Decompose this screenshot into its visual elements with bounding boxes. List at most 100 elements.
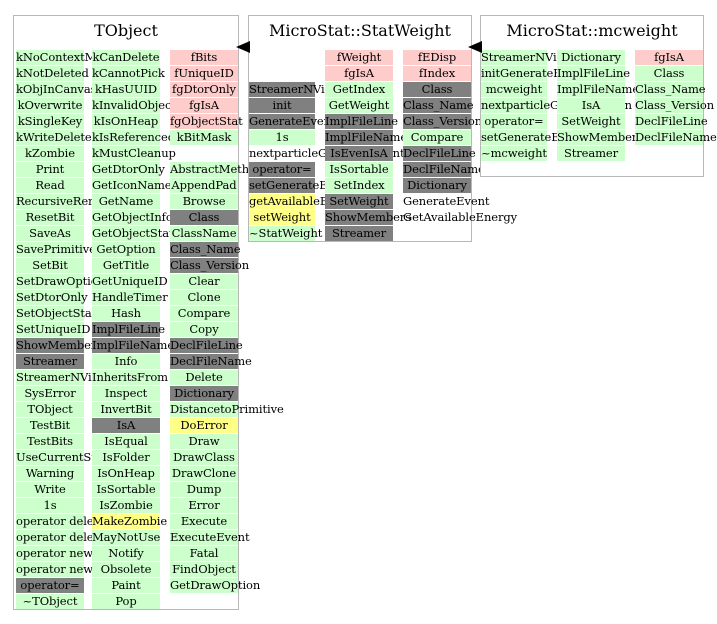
member-item: FindObject [170, 562, 238, 577]
member-item: GetIndex [325, 82, 393, 97]
member-item: Browse [170, 194, 238, 209]
member-item: kMustCleanup [92, 146, 176, 161]
member-item: Notify [92, 546, 160, 561]
member-item: operator delete[] [16, 530, 114, 545]
member-item: operator new [16, 546, 93, 561]
member-item: ImplFileName [92, 338, 175, 353]
member-item: fEDisp [403, 50, 471, 65]
inheritance-arrow-icon [468, 41, 482, 53]
member-item: fBits [170, 50, 238, 65]
member-item: GetDtorOnly [92, 162, 165, 177]
member-item: Class [170, 210, 238, 225]
member-item: Compare [170, 306, 238, 321]
member-item: fgObjectStat [170, 114, 243, 129]
member-item: Inspect [92, 386, 160, 401]
member-item: ResetBit [16, 210, 84, 225]
member-item: IsEqual [92, 434, 160, 449]
member-item: init [249, 98, 315, 113]
member-spacer [249, 66, 315, 81]
member-item: ShowMembers [557, 130, 644, 145]
member-item: ShowMembers [325, 210, 412, 225]
member-item: MayNotUse [92, 530, 161, 545]
member-item: IsA [92, 418, 160, 433]
member-item: TestBits [16, 434, 84, 449]
member-item: Class_Name [403, 98, 474, 113]
member-item: Streamer [557, 146, 625, 161]
member-column: fEDisp fIndex Class Class_Name Class_Version… [403, 50, 517, 226]
member-item: ShowMembers [16, 338, 103, 353]
member-item: Error [170, 498, 238, 513]
member-item: Class_Name [635, 82, 706, 97]
member-item: DeclFileName [403, 162, 485, 177]
member-item: kZombie [16, 146, 84, 161]
member-item: kSingleKey [16, 114, 84, 129]
member-item: setGenerateEvent [249, 178, 353, 193]
member-item: Execute [170, 514, 238, 529]
class-title: MicroStat::StatWeight [269, 21, 451, 40]
member-item: ImplFileLine [92, 322, 165, 337]
member-item: mcweight [481, 82, 547, 97]
member-item: IsFolder [92, 450, 160, 465]
member-item: DistancetoPrimitive [170, 402, 284, 417]
member-item: kBitMask [170, 130, 238, 145]
member-item: GetObjectStat [92, 226, 174, 241]
member-item: AppendPad [170, 178, 238, 193]
member-item: SetDrawOption [16, 274, 105, 289]
member-item: kHasUUID [92, 82, 160, 97]
member-item: Class [403, 82, 471, 97]
member-item: DrawClass [170, 450, 238, 465]
member-item: operator= [16, 578, 84, 593]
member-item: Read [16, 178, 84, 193]
member-column: fWeight fgIsA GetIndex GetWeight ImplFileLin… [325, 50, 412, 242]
member-item: Dump [170, 482, 238, 497]
member-item: Delete [170, 370, 238, 385]
member-item: AbstractMethod [170, 162, 264, 177]
member-item: Hash [92, 306, 160, 321]
member-item: GenerateEvent [249, 114, 336, 129]
member-item: SetWeight [557, 114, 625, 129]
member-column: StreamerNVirtualinitGenerateEvent1snextp… [249, 50, 405, 242]
member-item: Dictionary [170, 386, 238, 401]
member-item: operator delete [16, 514, 105, 529]
class-title: TObject [94, 21, 158, 40]
member-item: fIndex [403, 66, 471, 81]
member-item: ImplFileLine [557, 66, 630, 81]
member-spacer [249, 50, 315, 65]
member-item: HandleTimer [92, 290, 168, 305]
member-item: GetOption [92, 242, 160, 257]
member-item: IsZombie [92, 498, 160, 513]
member-column: fBits fUniqueID fgDtorOnly fgIsA fgObjectSta… [170, 50, 284, 594]
member-item: setGenerateEvent [481, 130, 585, 145]
member-item: StreamerNVirtual [249, 82, 353, 97]
member-item: Warning [16, 466, 84, 481]
member-item: Fatal [170, 546, 238, 561]
member-item: kNotDeleted [16, 66, 89, 81]
member-item: ~StatWeight [249, 226, 323, 241]
member-item: SysError [16, 386, 84, 401]
member-item: kNoContextMenu [16, 50, 118, 65]
member-item: operator= [249, 162, 315, 177]
member-item: IsSortable [92, 482, 160, 497]
member-item: Write [16, 482, 84, 497]
member-item: DeclFileLine [403, 146, 476, 161]
member-item: Dictionary [557, 50, 625, 65]
class-box-statweight: MicroStat::StatWeight StreamerNVirtual in… [248, 15, 517, 242]
member-item: GenerateEvent [403, 194, 490, 208]
member-item: 1s [249, 130, 315, 145]
class-box-tobject: TObject kNoContextMenu kNotDeleted kObjInC… [13, 15, 284, 610]
member-column: kNoContextMenu kNotDeleted kObjInCanvas kOv… [16, 50, 119, 610]
member-item: SetWeight [325, 194, 393, 209]
member-item: kOverwrite [16, 98, 84, 113]
member-item: Obsolete [92, 562, 160, 577]
member-item: fWeight [325, 50, 393, 65]
member-item: GetWeight [325, 98, 393, 113]
member-item: UseCurrentStyle [16, 450, 113, 465]
member-item: Info [92, 354, 160, 369]
member-item: Compare [403, 130, 471, 145]
member-item: SaveAs [16, 226, 84, 241]
class-title: MicroStat::mcweight [506, 21, 678, 40]
member-item: kObjInCanvas [16, 82, 97, 97]
member-item: IsOnHeap [92, 466, 160, 481]
member-item: fgDtorOnly [170, 82, 238, 97]
member-item: DeclFileName [170, 354, 252, 369]
